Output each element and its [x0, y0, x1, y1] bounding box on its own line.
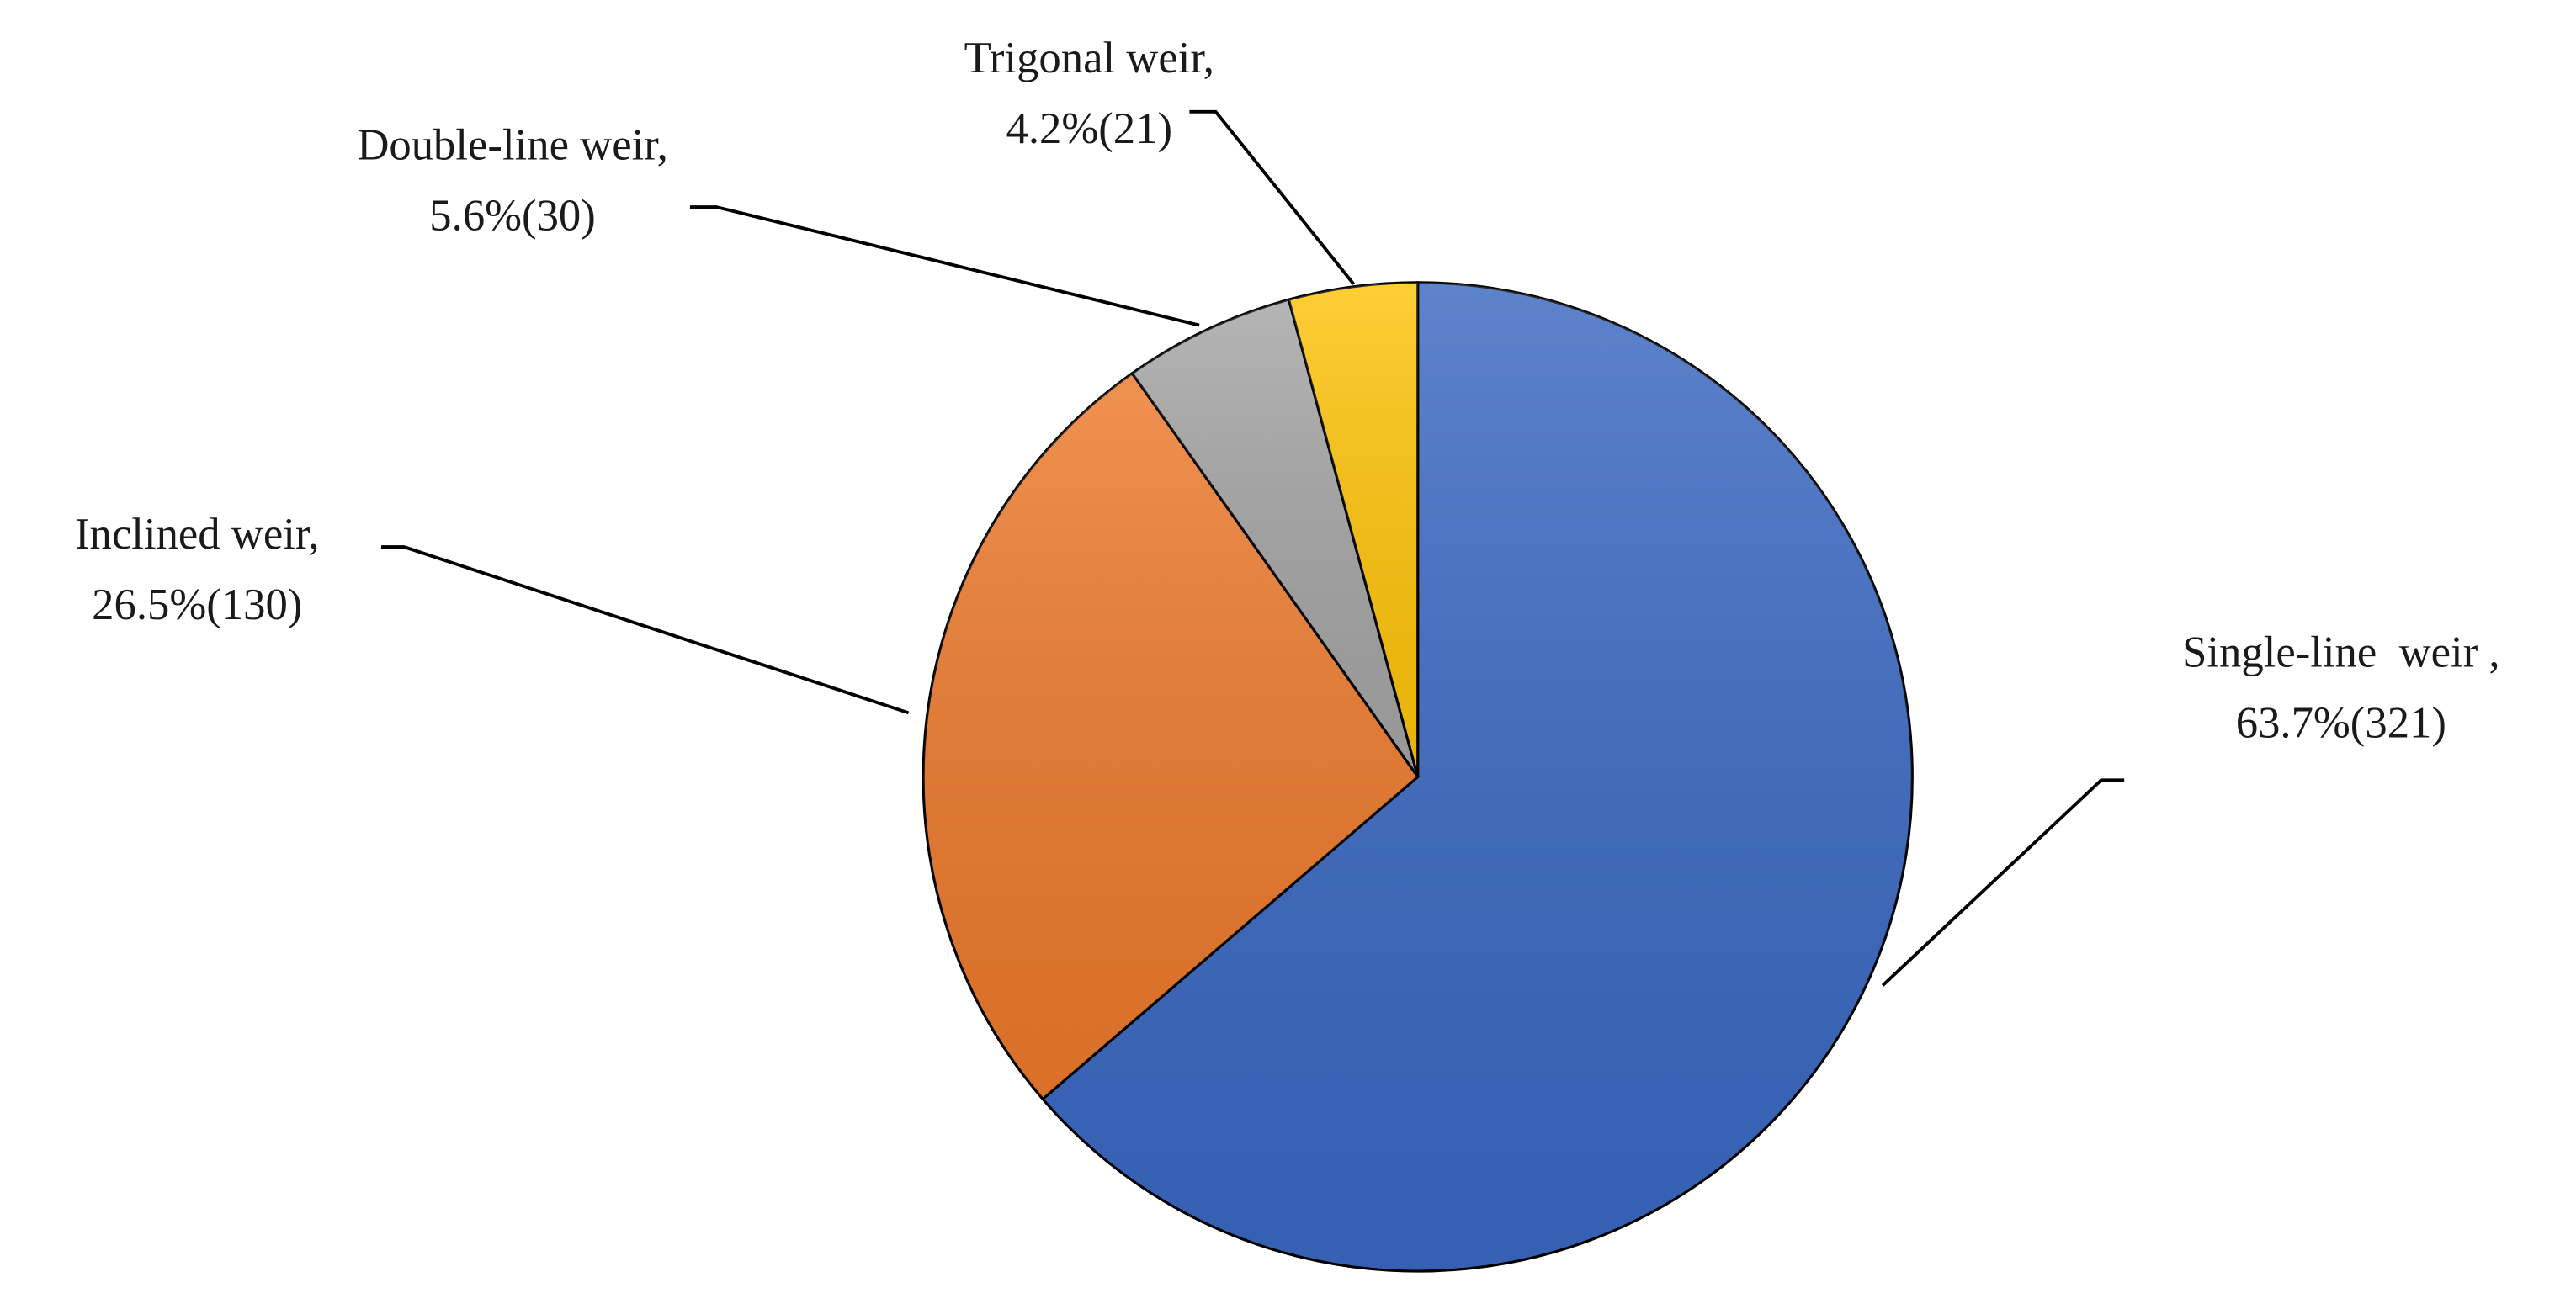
- slice-label-name: Inclined weir,: [75, 510, 319, 559]
- leader-line: [1189, 109, 1356, 286]
- slice-label-value: 4.2%(21): [1006, 104, 1173, 153]
- slice-label-name: Double-line weir,: [357, 120, 668, 169]
- slice-label-value: 26.5%(130): [92, 580, 302, 629]
- slice-label-value: 5.6%(30): [429, 191, 596, 240]
- slice-label-value: 63.7%(321): [2236, 699, 2446, 748]
- slice-label-name: Trigonal weir,: [964, 34, 1214, 82]
- leader-line: [689, 205, 1200, 327]
- leader-line: [1881, 778, 2125, 987]
- leader-line: [380, 545, 910, 715]
- slice-label-name: Single-line weir ,: [2182, 628, 2500, 677]
